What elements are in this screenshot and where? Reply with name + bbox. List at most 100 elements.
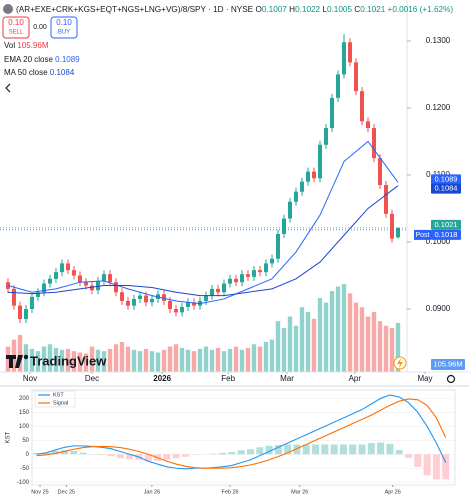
y-tick-label: 0.1200 [426,103,451,112]
candle-body [47,278,52,284]
x-tick-label: Jan 26 [144,489,161,495]
volume-bar [359,307,365,372]
candle-body [119,292,124,301]
candle-body [359,91,364,122]
histogram-bar [172,454,180,459]
histogram-bar [349,444,357,455]
volume-bar [35,351,41,372]
volume-bar [317,298,323,372]
candle-body [137,295,142,299]
price-tag-label: Post [415,232,429,239]
candle-body [305,171,310,182]
histogram-bar [265,445,273,455]
indicator-name: Vol [4,41,15,50]
volume-bar [77,352,83,372]
volume-bar [287,316,293,372]
collapse-chevron[interactable] [5,83,11,93]
indicator-line [7,140,399,305]
volume-bar [239,349,245,372]
sell-label[interactable]: SELL [9,30,24,36]
indicator-line[interactable]: EMA 20 close 0.1089 [4,55,80,64]
buy-button[interactable] [50,16,78,39]
volume-bar [107,348,113,372]
volume-bar [53,347,59,372]
price-tag [431,174,461,185]
histogram-bar [181,454,189,457]
buy-label[interactable]: BUY [58,30,70,36]
volume-bar [125,346,131,372]
candle-body [143,295,148,303]
candle-body [215,288,220,293]
candle-body [17,305,22,320]
volume-bar [83,353,89,372]
volume-bar [179,347,185,372]
y-tick-label: 0.1300 [426,36,451,45]
candle-body [329,97,334,129]
histogram-bar [284,444,292,455]
indicator-line[interactable]: Vol 105.96M [4,41,49,50]
candle-body [395,227,400,238]
watermark-text: TradingView [30,353,107,368]
y-tick-label: 0 [26,452,30,458]
volume-bar [17,335,23,372]
volume-bar [161,349,167,372]
volume-bar [119,341,125,372]
candle-body [209,288,214,296]
volume-bar [5,346,11,372]
sell-price[interactable]: 0.10 [8,18,24,27]
volume-bar [143,348,149,372]
candle-body [35,292,40,297]
histogram-bar [330,444,338,455]
volume-bar [41,346,47,372]
volume-bar [257,346,263,372]
candle-body [269,258,274,264]
settings-icon[interactable] [446,374,456,384]
sell-button[interactable] [2,16,30,39]
candle-body [263,263,268,273]
legend-label: Signal [53,400,68,406]
header: (AR+EXE+CRK+KGS+EQT+NGS+LNG+VG)/8/SPY · … [2,4,453,93]
x-tick-label: Apr [349,374,362,383]
x-tick-label: Dec [85,374,99,383]
histogram-bar [432,454,440,480]
candle-body [191,302,196,306]
header-line: (AR+EXE+CRK+KGS+EQT+NGS+LNG+VG)/8/SPY · … [16,5,453,14]
candle-body [227,278,232,284]
price-tag [431,229,461,240]
volume-bar [323,302,329,372]
indicator-name: MA 50 close [4,68,48,77]
price-tag-value: 0.1018 [435,230,458,239]
histogram-bar [116,454,124,459]
candle-body [89,285,94,291]
change: +0.0016 (+1.62%) [388,5,454,14]
ohlc-value: 0.1007 [262,5,287,14]
ohlc-label: H [289,5,295,14]
logo-dot [23,354,29,360]
symbol-title: (AR+EXE+CRK+KGS+EQT+NGS+LNG+VG)/8/SPY · … [16,5,254,14]
candle-body [95,280,100,291]
volume-bar [215,347,221,372]
candle-body [41,283,46,293]
price-tag-prefix [414,229,431,240]
volume-bar [329,291,335,372]
buy-price[interactable]: 0.10 [56,18,72,27]
histogram-bar [209,453,217,455]
histogram-bar [70,450,78,455]
candle-body [341,42,346,75]
candle-body [125,300,130,306]
candle-body [251,270,256,277]
histogram-bar [386,443,394,455]
volume-bar [383,325,389,372]
x-tick-label: Feb [221,374,235,383]
histogram-bar [246,449,254,455]
candle-body [131,298,136,306]
candle-body [335,74,340,98]
candle-body [353,62,358,92]
price-tag-value: 0.1021 [435,220,458,229]
histogram-bar [126,454,134,460]
indicator-line[interactable]: MA 50 close 0.1084 [4,68,75,77]
volume-bar [47,344,53,372]
histogram-bar [237,450,245,455]
candle-body [239,274,244,283]
candle-body [383,185,388,214]
